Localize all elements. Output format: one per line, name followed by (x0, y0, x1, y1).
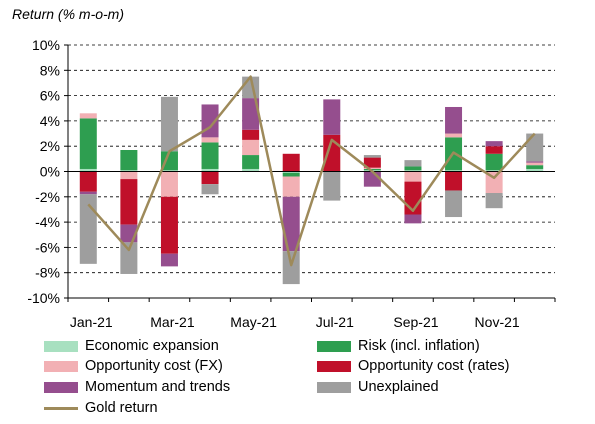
legend-label: Momentum and trends (85, 379, 231, 395)
bar-segment (160, 253, 178, 267)
bar-segment (242, 168, 260, 172)
bar-segment (485, 141, 503, 147)
x-tick-label: Nov-21 (475, 314, 520, 330)
bar-segment (79, 118, 97, 169)
y-axis-label: Return (% m-o-m) (12, 6, 125, 22)
bar-segment (363, 168, 381, 171)
gridlines (68, 44, 555, 274)
bar-segment (242, 139, 260, 156)
bar-segment (242, 129, 260, 140)
bar-segment (526, 162, 544, 166)
legend-swatch (317, 361, 351, 372)
bar-segment (79, 171, 97, 192)
bar-segment (242, 155, 260, 169)
bar-segment (363, 157, 381, 168)
bar-segment (282, 176, 300, 197)
bar-segment (526, 133, 544, 162)
legend-swatch (317, 341, 351, 352)
y-tick-label: 0% (40, 164, 60, 180)
y-tick-label: -8% (35, 265, 60, 281)
bar-segment (445, 170, 463, 172)
bar-segment (526, 168, 544, 172)
bar-segment (160, 196, 178, 254)
bar-segment (485, 153, 503, 171)
bar-segment (120, 171, 138, 180)
bar-segment (404, 171, 422, 182)
bar-segment (363, 155, 381, 158)
y-tick-label: 10% (32, 37, 60, 53)
bar-segment (363, 167, 381, 169)
bar-segment (160, 171, 178, 197)
stacked-bars (79, 76, 544, 285)
bar-segment (160, 151, 178, 171)
bar-segment (201, 184, 219, 195)
legend-label: Gold return (85, 400, 158, 416)
bar-segment (363, 171, 381, 187)
y-tick-label: -6% (35, 239, 60, 255)
y-tick-label: 2% (40, 138, 60, 154)
bar-segment (404, 170, 422, 172)
y-tick-label: 8% (40, 62, 60, 78)
bar-segment (79, 168, 97, 172)
chart: 10% 8% 6% 4% 2% 0% -2% -4% -6% -8% -10% Jan-21 Mar-… (27, 37, 556, 330)
legend-swatch (44, 361, 78, 372)
bar-segment (79, 191, 97, 195)
x-tick-label: Jul-21 (316, 314, 354, 330)
bar-segment (526, 161, 544, 163)
legend-line-swatch (44, 407, 78, 410)
bar-segment (404, 160, 422, 167)
bar-segment (120, 179, 138, 225)
y-tick-label: 6% (40, 88, 60, 104)
bar-segment (79, 113, 97, 119)
bar-segment (242, 98, 260, 130)
bar-segment (445, 190, 463, 218)
bar-segment (485, 171, 503, 194)
bar-segment (404, 166, 422, 171)
bar-segment (445, 171, 463, 191)
legend-swatch (44, 341, 78, 352)
bar-segment (79, 194, 97, 264)
legend-label: Economic expansion (85, 338, 219, 354)
bar-segment (201, 142, 219, 169)
bar-segment (445, 133, 463, 138)
bar-segment (485, 193, 503, 209)
bar-segment (120, 149, 138, 171)
legend-label: Opportunity cost (rates) (358, 358, 510, 374)
bar-segment (526, 165, 544, 169)
y-tick-label: 4% (40, 113, 60, 129)
bar-segment (120, 170, 138, 172)
bar-segment (404, 214, 422, 224)
legend-label: Risk (incl. inflation) (358, 338, 480, 354)
bar-segment (323, 99, 341, 135)
bar-segment (282, 153, 300, 172)
bar-segment (282, 196, 300, 252)
bar-segment (323, 171, 341, 201)
legend-swatch (44, 382, 78, 393)
legend-label: Unexplained (358, 379, 439, 395)
x-tick-label: May-21 (230, 314, 277, 330)
bar-segment (201, 171, 219, 185)
y-tick-label: -2% (35, 189, 60, 205)
bar-segment (485, 170, 503, 172)
bar-segment (201, 137, 219, 143)
bar-segment (120, 242, 138, 274)
bar-segment (445, 106, 463, 134)
bar-segment (160, 170, 178, 172)
gold-return-line (87, 75, 536, 267)
legend-swatch (317, 382, 351, 393)
y-axis-ticks: 10% 8% 6% 4% 2% 0% -2% -4% -6% -8% -10% (27, 37, 68, 306)
legend-label: Opportunity cost (FX) (85, 358, 223, 374)
y-tick-label: -4% (35, 214, 60, 230)
bar-segment (282, 172, 300, 177)
bar-segment (201, 168, 219, 172)
bar-segment (282, 251, 300, 285)
bar-segment (485, 146, 503, 154)
x-tick-label: Mar-21 (150, 314, 195, 330)
x-tick-label: Sep-21 (393, 314, 438, 330)
x-tick-label: Jan-21 (70, 314, 113, 330)
x-axis-ticks: Jan-21 Mar-21 May-21 Jul-21 Sep-21 Nov-21 (67, 298, 556, 330)
bar-segment (282, 171, 300, 173)
bar-segment (160, 96, 178, 152)
y-tick-label: -10% (27, 290, 60, 306)
